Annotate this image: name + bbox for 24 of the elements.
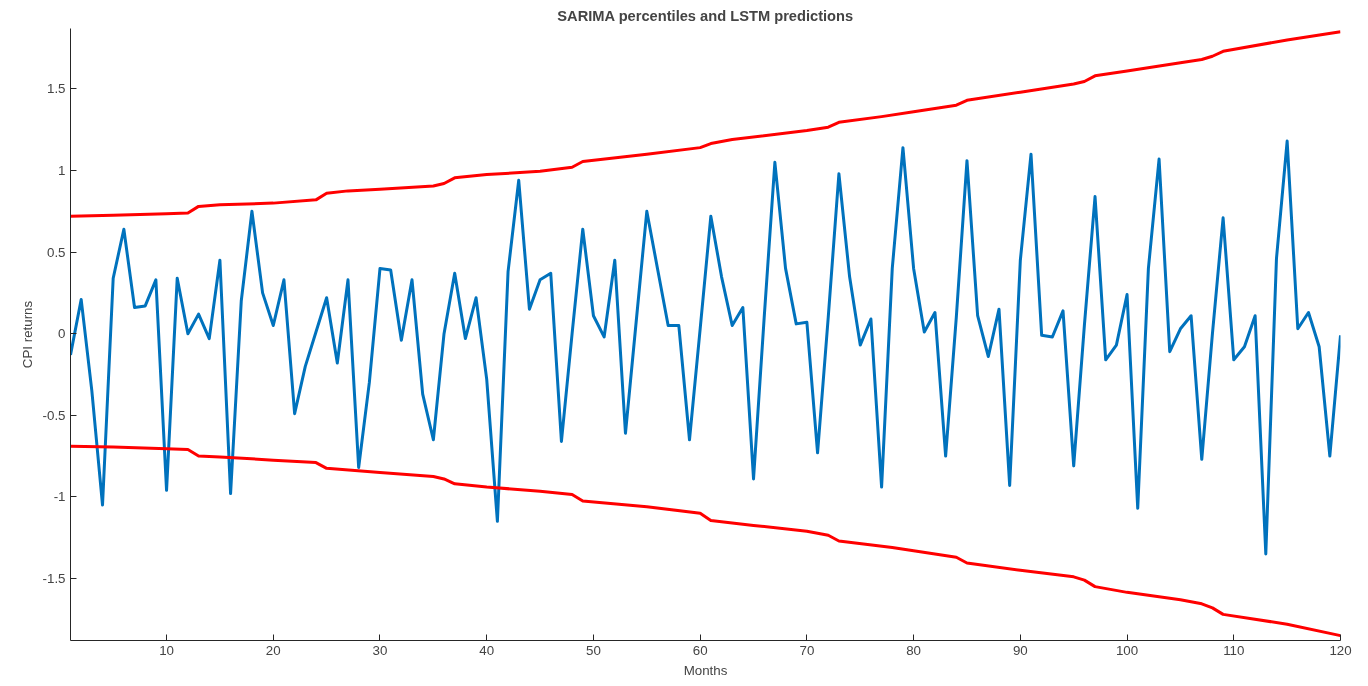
x-axis-title: Months: [683, 662, 728, 678]
x-tick-label: 30: [372, 642, 388, 658]
y-axis-title: CPI returns: [19, 300, 35, 369]
x-tick-label: 80: [906, 642, 922, 658]
x-tick-label: 90: [1012, 642, 1028, 658]
x-tick-label: 40: [479, 642, 495, 658]
line-series: [70, 30, 1341, 218]
y-tick-label: 1.5: [46, 81, 66, 97]
y-tick-label: 0: [58, 326, 66, 342]
y-tick-label: 0.5: [46, 244, 66, 260]
y-tick-label: -1.5: [42, 570, 66, 586]
x-tick-label: 70: [799, 642, 815, 658]
y-tick-label: -1: [53, 489, 66, 505]
y-tick-label: 1: [58, 162, 66, 178]
x-tick-label: 50: [586, 642, 601, 658]
x-tick-label: 110: [1223, 642, 1245, 658]
x-tick-label: 60: [692, 642, 708, 658]
x-tick-label: 120: [1329, 642, 1352, 658]
chart-title: SARIMA percentiles and LSTM predictions: [557, 7, 854, 24]
x-tick-label: 100: [1115, 642, 1139, 658]
y-tick-label: -0.5: [42, 407, 66, 423]
x-tick-label: 20: [265, 642, 281, 658]
line-series: [70, 139, 1341, 556]
x-tick-label: 10: [159, 642, 174, 658]
